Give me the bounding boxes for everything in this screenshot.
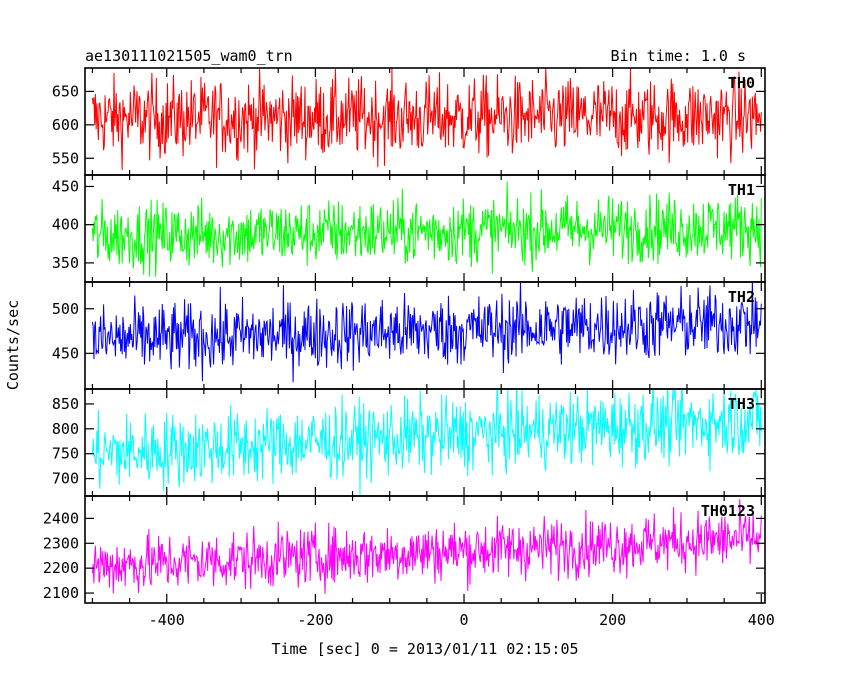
x-tick-label: 200 [599,611,626,629]
y-tick-label: 2300 [43,534,79,552]
y-tick-label: 800 [52,420,79,438]
series-line-TH0 [91,68,762,171]
y-tick-label: 450 [52,344,79,362]
y-axis-label: Counts/sec [4,300,22,390]
series-line-TH1 [91,181,762,277]
bin-time-label: Bin time: 1.0 s [611,47,746,65]
series-line-TH3 [91,389,762,496]
y-tick-label: 750 [52,445,79,463]
series-label-TH0123: TH0123 [701,502,755,520]
x-axis-label: Time [sec] 0 = 2013/01/11 02:15:05 [271,640,578,658]
panels-group: 550 600 650 TH0 350 400 450 TH1 450 500 TH2 700 750 8… [43,67,775,629]
x-tick-label: 400 [748,611,775,629]
series-label-TH1: TH1 [728,181,755,199]
y-tick-label: 2400 [43,509,79,527]
y-tick-label: 700 [52,470,79,488]
y-tick-label: 500 [52,300,79,318]
y-tick-label: 650 [52,82,79,100]
y-tick-label: 850 [52,395,79,413]
y-tick-label: 2100 [43,584,79,602]
y-tick-label: 450 [52,177,79,195]
y-tick-label: 550 [52,149,79,167]
series-label-TH0: TH0 [728,74,755,92]
y-tick-label: 2200 [43,559,79,577]
x-tick-label: -400 [149,611,185,629]
y-tick-label: 600 [52,116,79,134]
x-tick-label: -200 [297,611,333,629]
y-tick-label: 350 [52,254,79,272]
series-label-TH2: TH2 [728,288,755,306]
panel-frame-TH0123 [84,495,766,604]
series-label-TH3: TH3 [728,395,755,413]
x-tick-label: 0 [460,611,469,629]
y-tick-label: 400 [52,216,79,234]
series-line-TH0123 [91,499,762,594]
series-line-TH2 [91,282,762,383]
chart-title: ae130111021505_wam0_trn [85,47,293,65]
